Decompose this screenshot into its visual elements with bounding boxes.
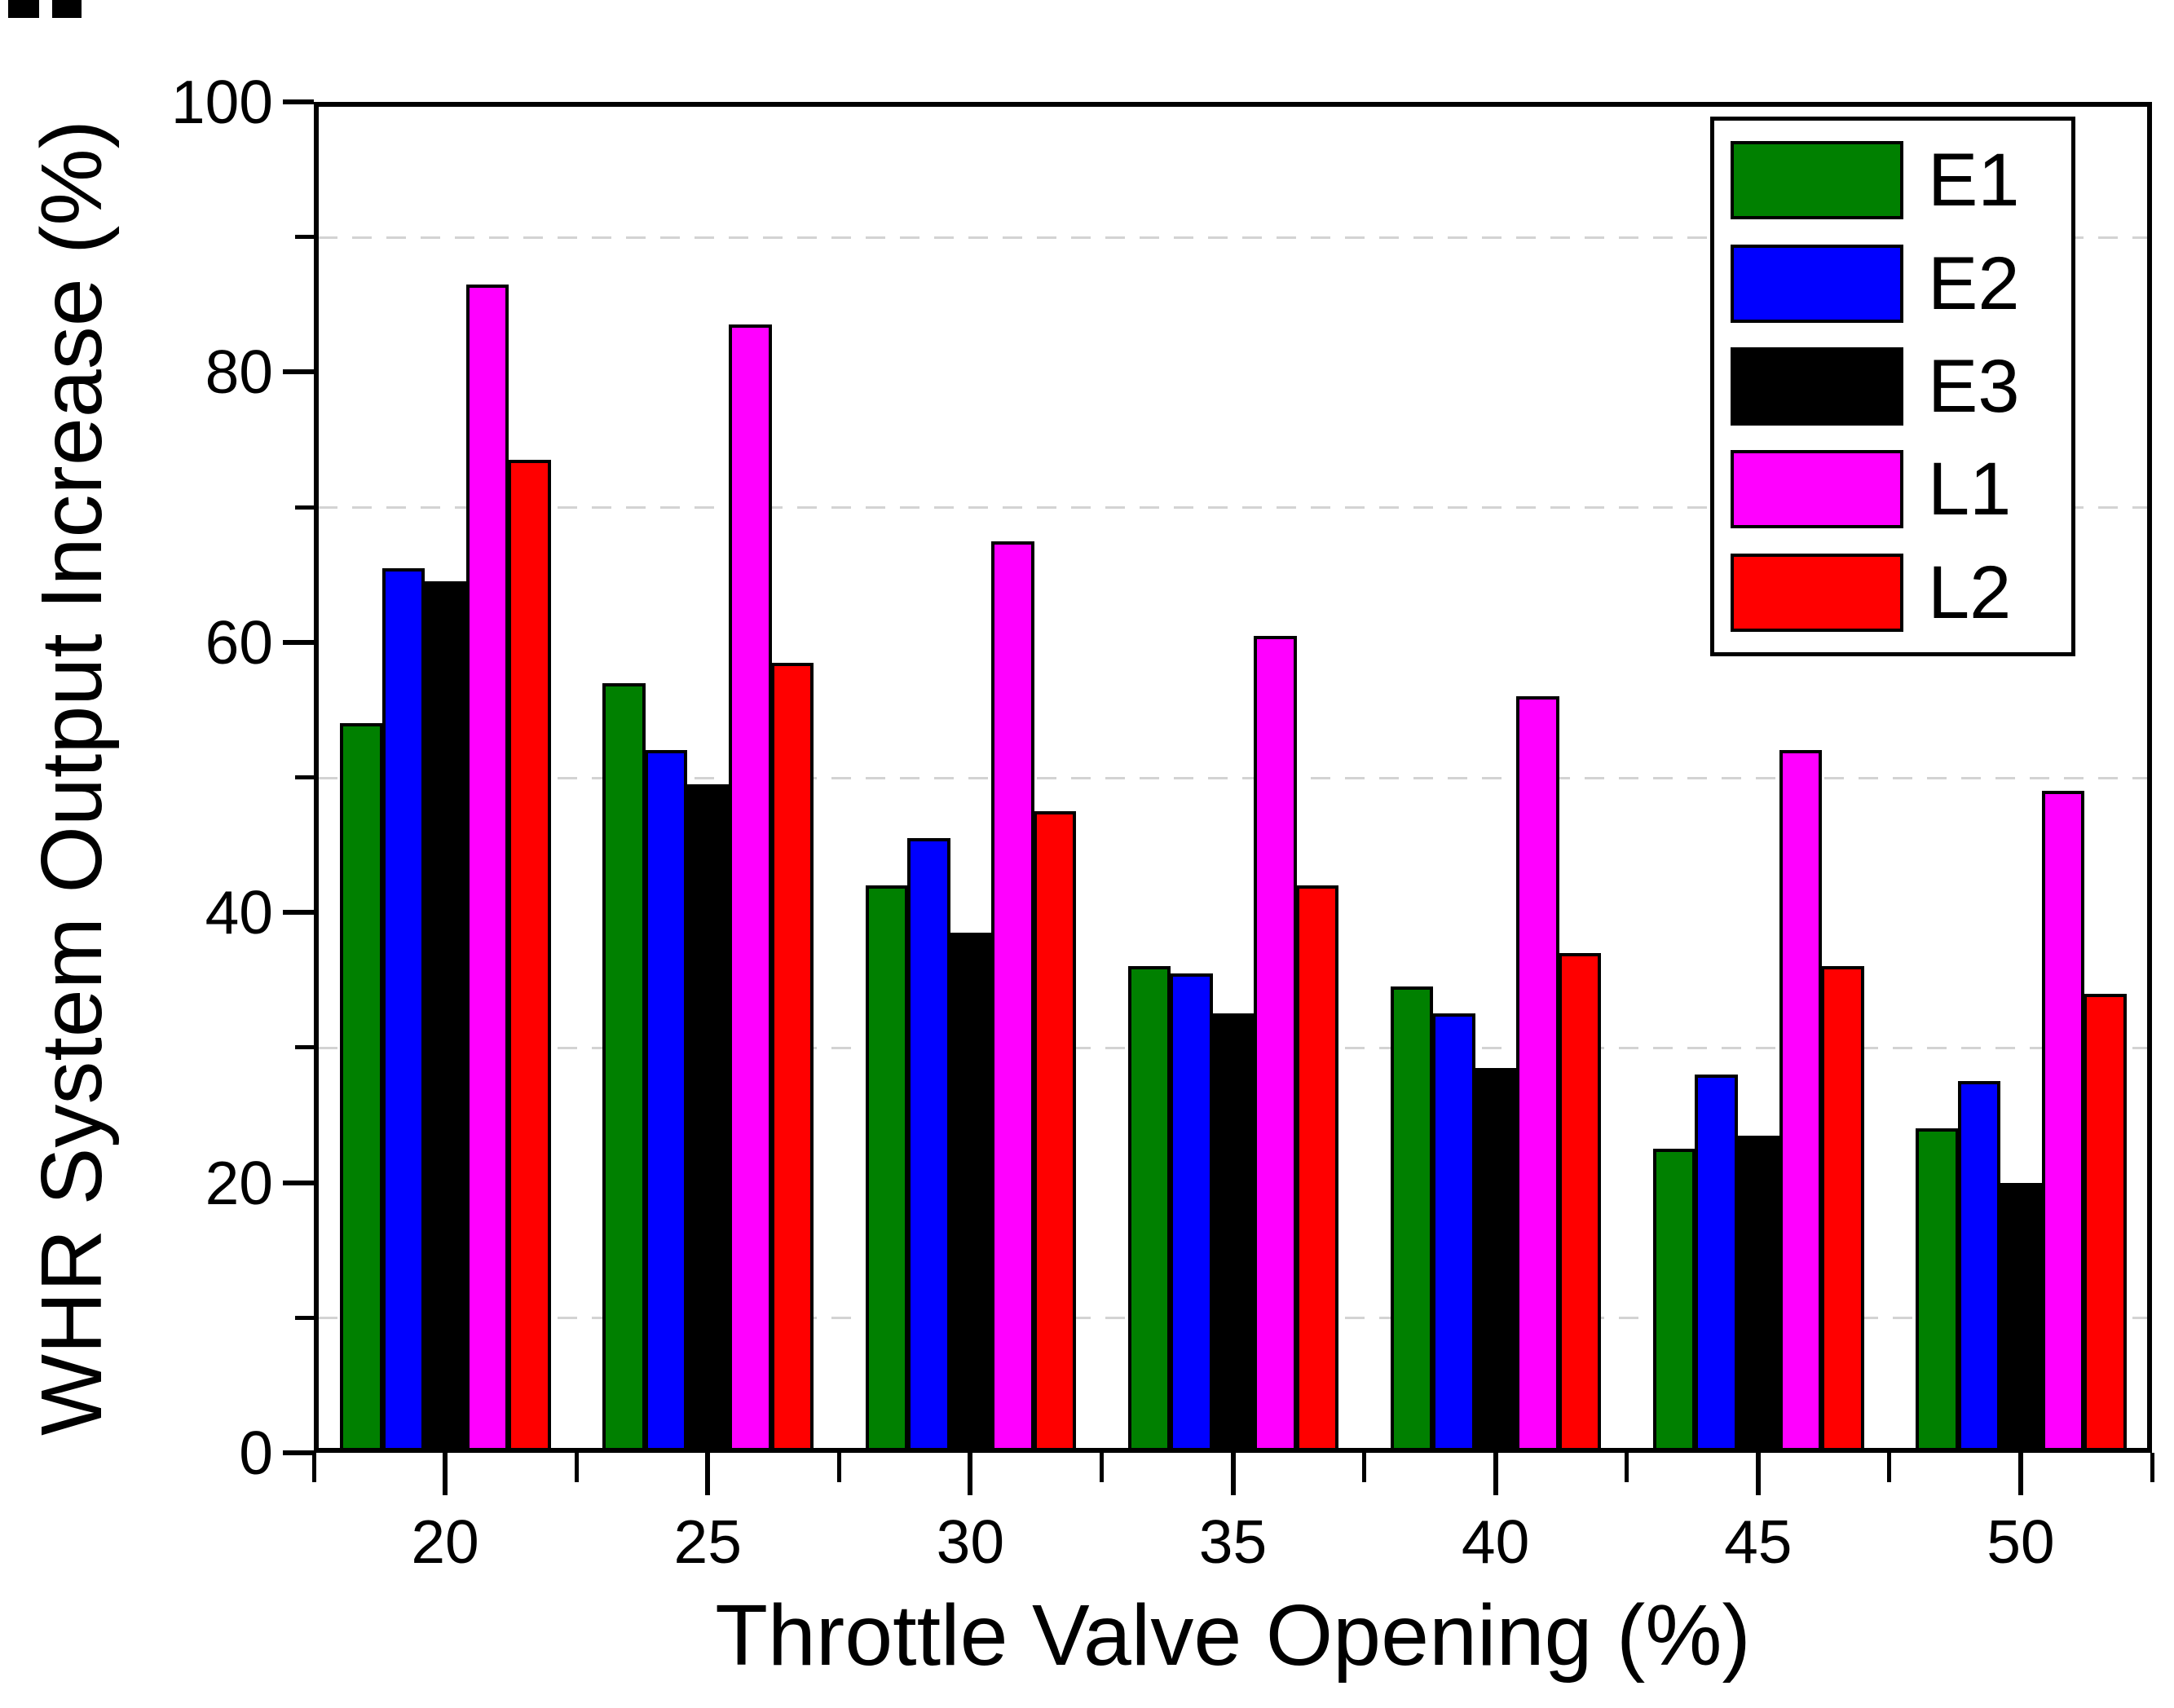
bar-L1-30	[991, 541, 1034, 1453]
x-tick-label-20: 20	[411, 1507, 479, 1576]
y-tick-label-60: 60	[205, 607, 273, 677]
bar-E2-20	[381, 567, 426, 1453]
legend-label-E3: E3	[1928, 344, 2020, 428]
y-tick-label-40: 40	[205, 878, 273, 947]
bar-L2-50	[2084, 993, 2127, 1453]
bar-E1-35	[1127, 966, 1171, 1453]
bar-E1-50	[1916, 1128, 1959, 1453]
bar-L2-25	[770, 662, 814, 1453]
bar-E2-45	[1695, 1075, 1738, 1453]
bar-L2-35	[1295, 885, 1339, 1453]
y-major-tick-60	[283, 639, 314, 645]
x-tick-label-40: 40	[1461, 1507, 1530, 1576]
bar-E2-35	[1170, 973, 1213, 1453]
bar-L1-20	[465, 284, 509, 1453]
y-major-tick-80	[283, 369, 314, 375]
x-major-tick-50	[2017, 1453, 2023, 1495]
x-major-tick-20	[443, 1453, 448, 1495]
legend-item-E1: E1	[1714, 139, 2071, 223]
x-minor-tick-7	[2150, 1453, 2154, 1482]
bar-E2-40	[1432, 1013, 1475, 1453]
x-tick-label-45: 45	[1724, 1507, 1793, 1576]
x-major-tick-25	[705, 1453, 711, 1495]
y-minor-tick-30	[295, 1045, 314, 1050]
y-tick-label-0: 0	[239, 1419, 273, 1487]
legend-swatch-L1	[1731, 450, 1903, 529]
bar-E3-35	[1211, 1013, 1255, 1453]
bar-E1-25	[602, 682, 646, 1453]
bar-L2-30	[1033, 810, 1077, 1453]
gridline-50	[318, 776, 2148, 779]
y-minor-tick-70	[295, 505, 314, 510]
legend-swatch-E1	[1731, 141, 1903, 220]
bar-E2-50	[1957, 1081, 2001, 1453]
bar-E3-25	[686, 783, 730, 1453]
bar-E3-45	[1737, 1135, 1780, 1453]
legend-item-L1: L1	[1714, 448, 2071, 532]
legend-item-L2: L2	[1714, 550, 2071, 634]
artifact-mark	[8, 0, 39, 18]
bar-E1-30	[865, 885, 909, 1453]
x-tick-label-35: 35	[1198, 1507, 1268, 1576]
y-major-tick-40	[283, 910, 314, 916]
gridline-90	[318, 236, 2148, 239]
legend-swatch-E3	[1731, 346, 1903, 426]
x-major-tick-45	[1755, 1453, 1761, 1495]
x-minor-tick-0	[311, 1453, 316, 1482]
bar-L1-25	[728, 324, 772, 1453]
bar-L2-20	[508, 460, 551, 1453]
legend-swatch-E2	[1731, 244, 1903, 323]
y-minor-tick-90	[295, 235, 314, 240]
y-axis-title: WHR System Output Increase (%)	[24, 120, 120, 1436]
x-major-tick-40	[1493, 1453, 1498, 1495]
legend-label-E1: E1	[1928, 139, 2020, 223]
y-major-tick-100	[283, 99, 314, 104]
x-minor-tick-5	[1625, 1453, 1629, 1482]
legend-label-E2: E2	[1928, 241, 2020, 325]
bar-L1-50	[2041, 791, 2085, 1453]
x-tick-label-25: 25	[673, 1507, 742, 1576]
bar-L1-40	[1516, 696, 1559, 1453]
x-minor-tick-2	[836, 1453, 841, 1482]
legend-swatch-L2	[1731, 553, 1903, 632]
x-axis-title: Throttle Valve Opening (%)	[715, 1587, 1751, 1684]
y-major-tick-0	[283, 1450, 314, 1455]
legend-label-L1: L1	[1928, 448, 2012, 532]
x-tick-label-30: 30	[936, 1507, 1005, 1576]
y-tick-label-80: 80	[205, 338, 273, 407]
x-minor-tick-4	[1362, 1453, 1367, 1482]
bar-L2-40	[1558, 952, 1602, 1453]
bar-E2-25	[644, 750, 688, 1453]
legend-item-E2: E2	[1714, 241, 2071, 325]
bar-E1-40	[1390, 986, 1434, 1453]
x-major-tick-35	[1230, 1453, 1236, 1495]
legend: E1 E2 E3 L1 L2	[1710, 117, 2075, 656]
bar-E3-30	[949, 933, 993, 1453]
legend-item-E3: E3	[1714, 344, 2071, 428]
y-tick-label-20: 20	[205, 1148, 273, 1217]
x-minor-tick-1	[574, 1453, 579, 1482]
y-minor-tick-10	[295, 1315, 314, 1320]
bar-L1-35	[1254, 635, 1297, 1453]
bar-E3-20	[424, 581, 467, 1453]
y-minor-tick-50	[295, 775, 314, 779]
bar-E1-45	[1652, 1149, 1696, 1453]
x-tick-label-50: 50	[1987, 1507, 2055, 1576]
y-major-tick-20	[283, 1180, 314, 1185]
bar-E3-40	[1474, 1067, 1518, 1453]
x-minor-tick-6	[1887, 1453, 1892, 1482]
bar-E3-50	[2000, 1182, 2043, 1453]
bar-E2-30	[907, 838, 950, 1453]
bar-L2-45	[1821, 966, 1864, 1453]
gridline-70	[318, 506, 2148, 510]
y-tick-label-100: 100	[170, 68, 273, 136]
x-minor-tick-3	[1099, 1453, 1104, 1482]
legend-label-L2: L2	[1928, 550, 2012, 634]
artifact-mark	[52, 0, 82, 18]
x-major-tick-30	[968, 1453, 973, 1495]
bar-L1-45	[1779, 750, 1823, 1453]
bar-E1-20	[340, 723, 383, 1453]
